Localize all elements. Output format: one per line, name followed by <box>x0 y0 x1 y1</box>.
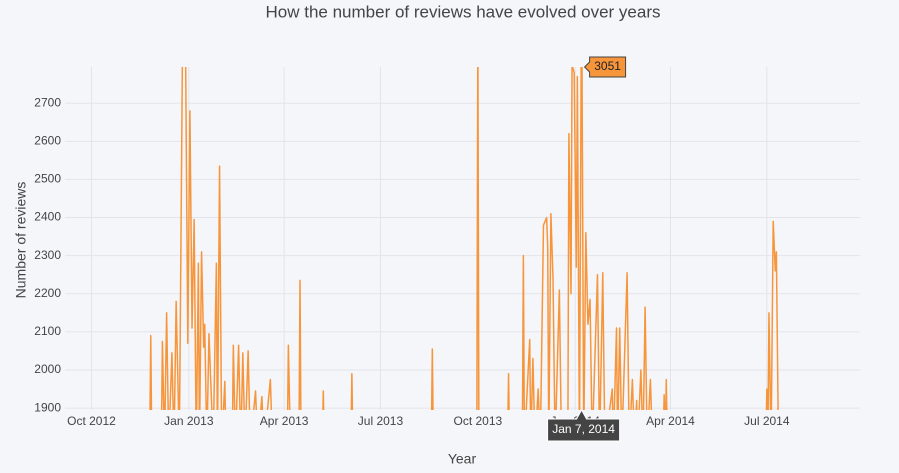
x-tick-label: Oct 2012 <box>67 414 116 428</box>
x-tick-label: Jul 2014 <box>744 414 790 428</box>
data-line <box>149 67 779 410</box>
y-axis-label: Number of reviews <box>13 182 29 299</box>
plot-area <box>149 67 779 410</box>
hover-value-box <box>583 56 627 78</box>
y-tick-label: 2300 <box>34 248 61 262</box>
y-tick-label: 2000 <box>34 362 61 376</box>
hover-tooltip: 3051 Jan 7, 2014 <box>547 56 627 442</box>
hover-x-label: Jan 7, 2014 <box>552 422 615 436</box>
x-tick-label: Apr 2014 <box>646 414 695 428</box>
y-tick-label: 2500 <box>34 172 61 186</box>
y-tick-label: 2100 <box>34 324 61 338</box>
x-tick-label: Jan 2013 <box>164 414 214 428</box>
hover-value-label: 3051 <box>594 59 621 73</box>
hover-x-box <box>547 408 621 442</box>
chart-title: How the number of reviews have evolved o… <box>266 2 661 21</box>
y-tick-label: 2400 <box>34 210 61 224</box>
y-tick-label: 1900 <box>34 400 61 414</box>
y-tick-label: 2700 <box>34 95 61 109</box>
x-tick-label: Oct 2013 <box>453 414 502 428</box>
x-tick-label: Apr 2013 <box>260 414 309 428</box>
x-tick-label: Jul 2013 <box>358 414 404 428</box>
y-tick-label: 2200 <box>34 286 61 300</box>
x-axis-label: Year <box>448 451 477 467</box>
y-tick-label: 2600 <box>34 133 61 147</box>
